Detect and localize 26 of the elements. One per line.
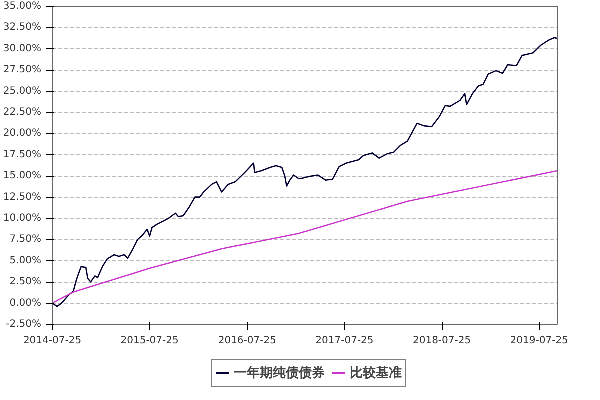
x-tick-label: 2014-07-25 (23, 336, 82, 346)
y-tick-label: 0.00% (10, 298, 42, 309)
legend-label: 比较基准 (350, 365, 402, 382)
y-tick-label: 5.00% (10, 255, 42, 266)
y-tick-label: 35.00% (3, 1, 42, 12)
y-tick-label: -2.50% (6, 319, 42, 330)
y-tick-label: 2.50% (10, 276, 42, 288)
x-tick-label: 2015-07-25 (120, 336, 179, 346)
x-tick-label: 2016-07-25 (218, 336, 276, 346)
y-tick-label: 15.00% (3, 170, 42, 182)
x-tick-label: 2017-07-25 (316, 336, 374, 346)
y-tick-label: 25.00% (3, 86, 42, 97)
y-tick-label: 32.50% (3, 22, 42, 34)
x-tick-label: 2019-07-25 (510, 336, 568, 346)
y-tick-label: 10.00% (3, 213, 42, 224)
y-tick-label: 7.50% (10, 234, 42, 246)
legend-label: 一年期纯债债券 (234, 365, 325, 382)
y-tick-label: 27.50% (3, 64, 42, 76)
line-series (52, 170, 558, 304)
y-tick-label: 22.50% (3, 107, 42, 118)
y-tick-label: 12.50% (3, 192, 42, 203)
x-tick-label: 2018-07-25 (412, 336, 472, 346)
y-tick-label: 20.00% (3, 128, 42, 140)
y-tick-label: 17.50% (3, 149, 42, 160)
y-tick-label: 30.00% (3, 43, 42, 54)
line-series (52, 37, 558, 308)
